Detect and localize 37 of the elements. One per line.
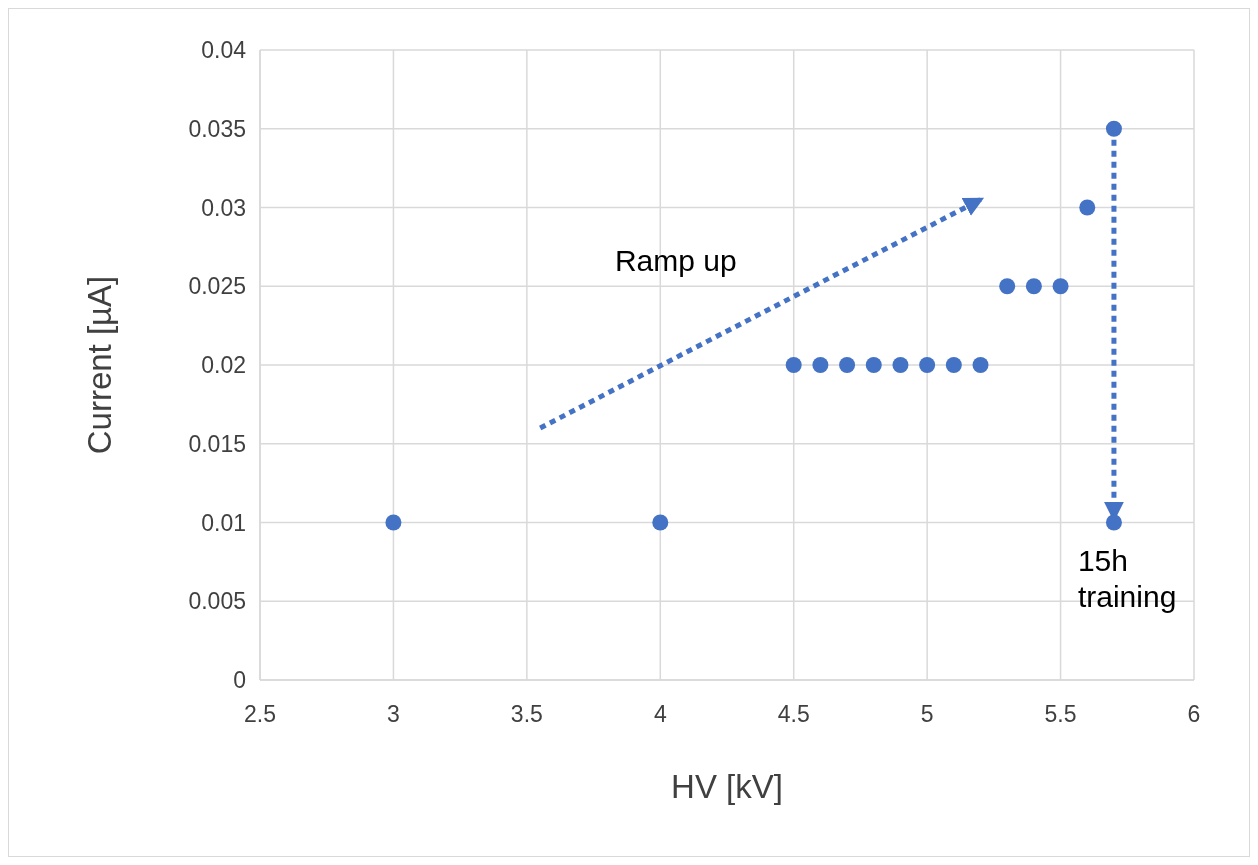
point <box>385 514 402 531</box>
point <box>785 357 802 373</box>
point <box>1079 199 1096 216</box>
y-tick-label: 0.03 <box>201 194 246 221</box>
y-tick-label: 0.025 <box>188 273 246 300</box>
point <box>839 357 856 373</box>
x-tick-label: 5.5 <box>1044 701 1077 727</box>
x-tick-label: 4.5 <box>777 701 810 727</box>
x-tick-label: 3 <box>387 701 400 727</box>
point <box>892 357 909 373</box>
point <box>945 357 962 373</box>
point <box>919 357 936 373</box>
y-tick-label: 0.01 <box>201 509 246 536</box>
annotation: Ramp up <box>614 243 737 277</box>
x-tick-label: 5 <box>920 701 934 727</box>
x-tick-label: 3.5 <box>510 701 543 727</box>
x-tick-label: 2.5 <box>244 701 276 727</box>
y-tick-label: 0.04 <box>201 37 247 64</box>
point <box>1025 278 1042 295</box>
y-tick-label: 0.02 <box>201 352 246 379</box>
annotation: 15h training <box>1077 543 1177 613</box>
point <box>652 514 669 531</box>
point <box>1105 120 1122 137</box>
x-axis-title: HV [kV] <box>671 768 783 805</box>
point <box>1052 278 1069 295</box>
x-tick-label: 4 <box>653 701 667 727</box>
y-tick-label: 0.005 <box>188 588 246 615</box>
y-tick-label: 0 <box>233 667 246 694</box>
y-tick-label: 0.035 <box>188 115 246 142</box>
point <box>972 357 989 373</box>
y-axis-title: Current [µA] <box>81 275 118 455</box>
point <box>999 278 1016 295</box>
y-tick-label: 0.015 <box>188 430 246 457</box>
point <box>812 357 829 373</box>
point <box>1105 514 1122 531</box>
x-tick-label: 6 <box>1187 701 1201 727</box>
point <box>865 357 882 373</box>
